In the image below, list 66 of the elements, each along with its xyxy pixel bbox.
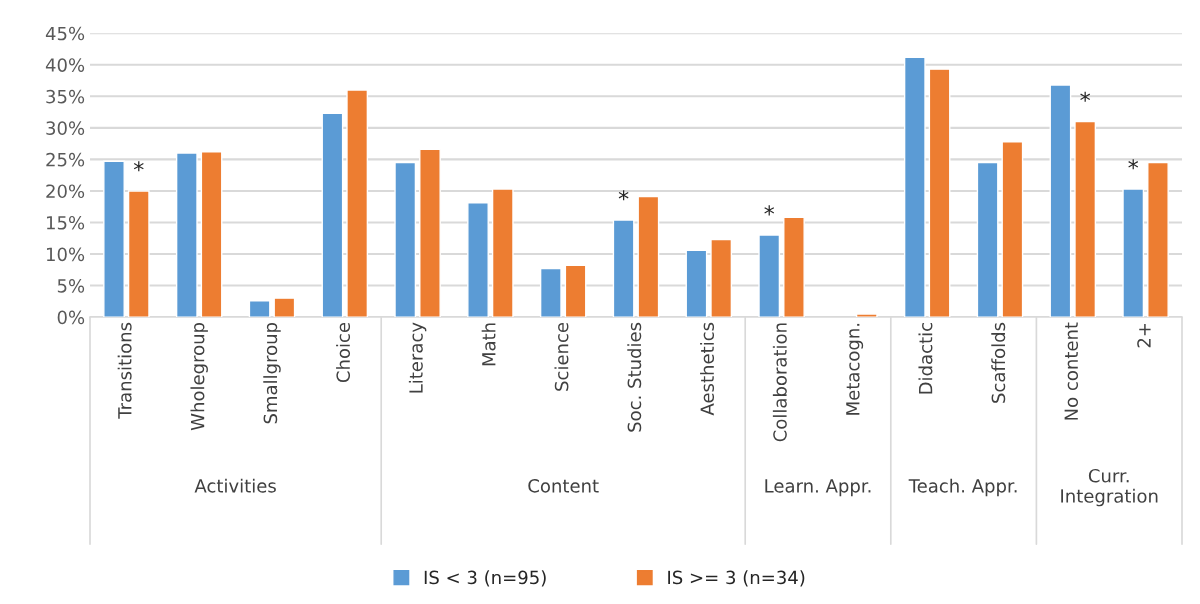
annotation: * [1080, 91, 1091, 102]
bar [1122, 188, 1145, 318]
bar [321, 112, 344, 318]
bar [273, 297, 296, 318]
bar [175, 152, 198, 318]
bar [127, 190, 150, 318]
text: Activities [194, 478, 276, 493]
bar [710, 238, 733, 318]
x-tick-label: Wholegroup [190, 322, 208, 431]
bar [855, 313, 878, 318]
bar [612, 219, 635, 318]
x-tick-label: Metacogn. [846, 323, 864, 415]
y-tick-label: 40% [45, 58, 85, 72]
x-tick-label: Smallgroup [263, 322, 281, 424]
bar [1074, 120, 1097, 318]
legend-label: IS < 3 (n=95) [424, 570, 546, 587]
text: Content [528, 479, 599, 493]
annotation: * [1128, 159, 1139, 170]
legend-label: IS >= 3 (n=34) [668, 570, 805, 587]
bar [200, 151, 223, 318]
y-tick-label: 20% [46, 184, 85, 199]
bar [346, 89, 369, 318]
y-tick-label: 0% [57, 310, 85, 325]
bar [783, 216, 805, 318]
text: Curr. Integration [1061, 468, 1158, 507]
bar [903, 56, 926, 318]
bar [685, 249, 708, 318]
bar [394, 161, 417, 318]
x-tick-label: Math [481, 323, 496, 366]
y-tick-label: 5% [57, 279, 85, 293]
bar [1001, 141, 1024, 318]
bar [248, 300, 271, 318]
x-tick-label: Transitions [117, 322, 132, 419]
x-tick-label: 2+ [1137, 323, 1151, 348]
y-tick-label: 25% [46, 152, 85, 167]
x-tick-label: Didactic [918, 323, 933, 394]
x-tick-label: Scaffolds [991, 322, 1006, 403]
annotation: * [618, 190, 629, 201]
y-tick-label: 30% [46, 121, 85, 135]
x-tick-label: Aesthetics [700, 322, 715, 416]
bar [928, 68, 951, 318]
x-tick-label: No content [1064, 322, 1079, 420]
bar [491, 188, 514, 318]
x-tick-label: Collaboration [772, 323, 787, 442]
y-tick-label: 10% [46, 247, 85, 262]
bar [758, 234, 781, 318]
bar [564, 264, 587, 318]
bar [467, 202, 489, 318]
annotation: * [133, 161, 144, 172]
x-tick-label: Soc. Studies [627, 322, 642, 432]
x-tick-label: Literacy [408, 322, 427, 393]
x-tick-label: Science [554, 322, 569, 391]
text: Learn. Appr. [765, 479, 871, 497]
y-tick-label: 15% [46, 215, 85, 230]
bar [1147, 161, 1169, 318]
bar [103, 160, 125, 318]
y-tick-label: 45% [45, 26, 85, 41]
bar [539, 267, 562, 318]
bar [1049, 84, 1072, 318]
text: Teach. Appr. [908, 478, 1017, 497]
bar [419, 148, 441, 318]
x-tick-label: Choice [336, 322, 351, 383]
bar [976, 161, 999, 318]
bar [637, 195, 660, 318]
y-tick-label: 35% [46, 89, 85, 104]
annotation: * [764, 205, 775, 216]
